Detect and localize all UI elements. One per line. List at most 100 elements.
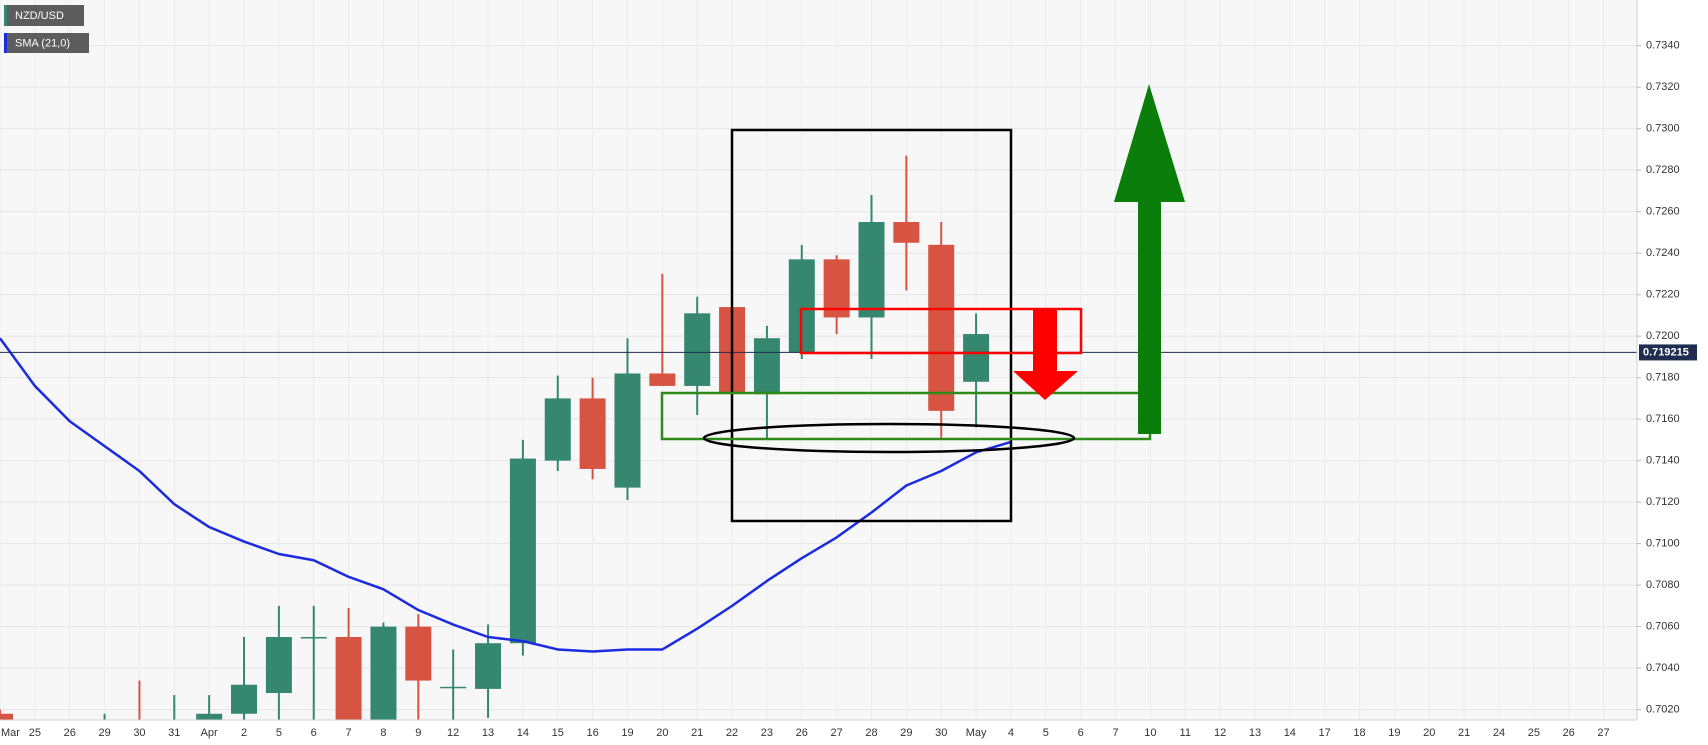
box-annotation — [730, 128, 1013, 523]
y-tick-label: 0.7020 — [1646, 704, 1680, 716]
x-tick-label: 16 — [586, 727, 598, 739]
x-tick-label: 7 — [1112, 727, 1118, 739]
annotations — [660, 84, 1185, 523]
x-tick-label: 10 — [1144, 727, 1156, 739]
y-tick-label: 0.7100 — [1646, 538, 1680, 550]
candle-body — [893, 222, 920, 243]
candle-body — [440, 686, 467, 689]
x-tick-label: 8 — [380, 727, 386, 739]
y-tick-label: 0.7240 — [1646, 247, 1680, 259]
x-tick-label: Apr — [201, 727, 218, 739]
y-tick-label: 0.7160 — [1646, 413, 1680, 425]
x-tick-label: 12 — [447, 727, 459, 739]
y-tick-label: 0.7300 — [1646, 123, 1680, 135]
x-tick-label: 26 — [64, 727, 76, 739]
y-tick-label: 0.7340 — [1646, 40, 1680, 52]
legend-label: SMA (21,0) — [15, 37, 70, 49]
x-tick-label: 11 — [1180, 727, 1191, 739]
axes: 0.7020 0.7040 0.7060 0.7080 0.7100 0.7120 0.71… — [1, 40, 1697, 739]
legend-swatch — [4, 5, 7, 26]
x-tick-label: 2 — [241, 727, 247, 739]
candle-body — [300, 637, 327, 639]
last-price-tag — [1639, 344, 1697, 361]
x-tick-label: 14 — [517, 727, 529, 739]
x-tick-label: 14 — [1284, 727, 1296, 739]
x-tick-label: 22 — [726, 727, 738, 739]
x-tick-label: 23 — [761, 727, 773, 739]
legend-swatch — [4, 33, 7, 53]
down-arrow — [1013, 310, 1078, 400]
candle-body — [265, 637, 292, 694]
y-tick-label: 0.7040 — [1646, 662, 1680, 674]
y-tick-label: 0.7080 — [1646, 579, 1680, 591]
candle-body — [684, 313, 711, 386]
y-tick-label: 0.7320 — [1646, 81, 1680, 93]
x-tick-label: 6 — [311, 727, 317, 739]
candle-body — [753, 338, 780, 395]
x-tick-label: 17 — [1319, 727, 1331, 739]
candle-body — [475, 643, 502, 689]
y-tick-label: 0.7260 — [1646, 206, 1680, 218]
candle-body — [0, 713, 13, 720]
legend: NZD/USD SMA (21,0) — [4, 5, 89, 53]
x-tick-label: 25 — [29, 727, 41, 739]
x-tick-label: 26 — [1563, 727, 1575, 739]
x-tick-label: 6 — [1078, 727, 1084, 739]
y-tick-label: 0.7060 — [1646, 621, 1680, 633]
x-tick-label: Mar — [1, 727, 20, 739]
y-tick-label: 0.7120 — [1646, 496, 1680, 508]
candle-body — [963, 334, 990, 382]
x-tick-label: 19 — [621, 727, 633, 739]
x-tick-label: 7 — [346, 727, 352, 739]
legend-box — [4, 5, 84, 26]
candle-body — [579, 398, 606, 469]
y-tick-label: 0.7280 — [1646, 164, 1680, 176]
y-tick-label: 0.7180 — [1646, 372, 1680, 384]
y-tick-label: 0.7200 — [1646, 330, 1680, 342]
x-tick-label: May — [966, 727, 987, 739]
x-tick-label: 29 — [98, 727, 110, 739]
x-tick-label: 13 — [1249, 727, 1261, 739]
x-tick-label: 31 — [168, 727, 180, 739]
candle-body — [614, 373, 641, 488]
candle-body — [544, 398, 571, 461]
x-tick-label: 25 — [1528, 727, 1540, 739]
x-tick-label: 20 — [1423, 727, 1435, 739]
candle-body — [649, 373, 676, 386]
x-tick-label: 24 — [1493, 727, 1505, 739]
x-tick-label: 9 — [415, 727, 421, 739]
legend-box — [4, 33, 89, 53]
x-tick-label: 19 — [1388, 727, 1400, 739]
x-tick-label: 27 — [831, 727, 843, 739]
x-tick-label: 30 — [133, 727, 145, 739]
candle-body — [196, 713, 223, 720]
x-tick-label: 21 — [1458, 727, 1470, 739]
legend-label: NZD/USD — [15, 10, 64, 22]
plot-area — [0, 0, 1637, 720]
x-tick-label: 21 — [691, 727, 703, 739]
x-tick-label: 27 — [1597, 727, 1609, 739]
y-tick-label: 0.7140 — [1646, 455, 1680, 467]
candle-body — [928, 244, 955, 411]
x-tick-label: 29 — [900, 727, 912, 739]
candle-body — [231, 684, 258, 714]
x-tick-label: 18 — [1353, 727, 1365, 739]
y-tick-label: 0.7220 — [1646, 289, 1680, 301]
x-tick-label: 13 — [482, 727, 494, 739]
candle-body — [335, 637, 362, 720]
x-tick-label: 5 — [276, 727, 282, 739]
candle-body — [405, 626, 432, 681]
sma-line — [0, 337, 1012, 653]
grid — [0, 0, 1637, 720]
x-tick-label: 4 — [1008, 727, 1014, 739]
resistance-box — [799, 307, 1083, 355]
candle-body — [370, 626, 397, 720]
x-tick-label: 5 — [1043, 727, 1049, 739]
candle-body — [509, 458, 536, 644]
candle-body — [858, 222, 885, 318]
x-tick-label: 30 — [935, 727, 947, 739]
x-tick-label: 26 — [796, 727, 808, 739]
up-arrow — [1114, 84, 1185, 434]
